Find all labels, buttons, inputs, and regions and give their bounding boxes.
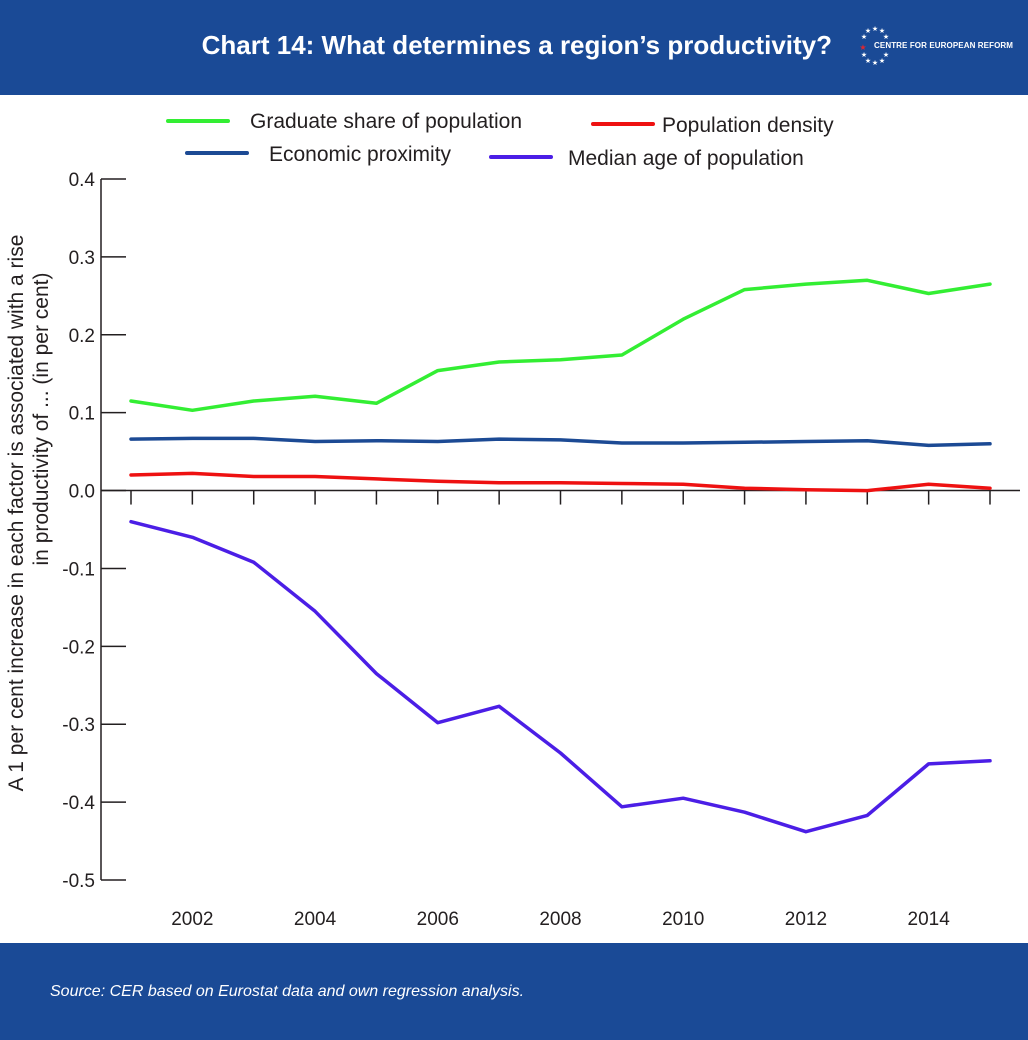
- y-axis-title-line-2: in productivity of ... (in per cent): [30, 273, 53, 566]
- economic-proximity-line: [129, 436, 992, 448]
- svg-text:★: ★: [883, 33, 889, 41]
- svg-text:★: ★: [872, 25, 878, 33]
- svg-text:★: ★: [861, 33, 867, 41]
- eu-stars-icon: ★ ★ ★ ★ ★ ★ ★ ★ ★ ★ ★: [859, 25, 889, 67]
- y-tick-label: -0.1: [62, 559, 95, 580]
- header-band: Chart 14: What determines a region’s pro…: [0, 0, 1028, 95]
- legend-median-age: Median age of population: [489, 147, 804, 170]
- logo-wordmark: CENTRE FOR EUROPEAN REFORM: [874, 41, 1014, 50]
- x-tick-label: 2002: [171, 909, 213, 930]
- chart-title: Chart 14: What determines a region’s pro…: [201, 30, 832, 60]
- legend-economic-proximity: Economic proximity: [185, 143, 452, 166]
- y-tick-label: -0.5: [62, 871, 95, 892]
- svg-text:★: ★: [883, 51, 889, 59]
- svg-text:★: ★: [879, 27, 885, 35]
- y-axis-title-line-1: A 1 per cent increase in each factor is …: [5, 235, 28, 792]
- y-tick-label: 0.0: [69, 482, 95, 503]
- x-tick-label: 2010: [662, 909, 704, 930]
- line-chart: Graduate share of population Population d…: [5, 110, 1020, 930]
- graduate-share-line: [129, 278, 992, 413]
- x-tick-label: 2014: [908, 909, 951, 930]
- cer-logo: ★ ★ ★ ★ ★ ★ ★ ★ ★ ★ ★ CENTRE FOR EUROPEA…: [859, 24, 1014, 70]
- legend-label: Median age of population: [568, 147, 804, 170]
- y-tick-label: 0.4: [69, 170, 96, 191]
- legend-population-density: Population density: [591, 114, 834, 137]
- median-age-line: [129, 519, 992, 834]
- footer-band: Source: CER based on Eurostat data and o…: [0, 943, 1028, 1040]
- population-density-line: [129, 471, 992, 493]
- source-note: Source: CER based on Eurostat data and o…: [50, 983, 525, 1000]
- svg-text:★: ★: [865, 27, 871, 35]
- legend-label: Population density: [662, 114, 834, 137]
- svg-text:★: ★: [872, 59, 878, 67]
- svg-text:★: ★: [861, 51, 867, 59]
- svg-text:★: ★: [860, 43, 867, 52]
- legend-label: Graduate share of population: [250, 110, 522, 133]
- y-tick-label: -0.3: [62, 715, 95, 736]
- x-tick-label: 2006: [417, 909, 459, 930]
- y-tick-label: 0.3: [69, 248, 95, 269]
- legend-graduate-share: Graduate share of population: [166, 110, 522, 133]
- y-tick-label: 0.2: [69, 326, 95, 347]
- legend: Graduate share of population Population d…: [166, 110, 834, 170]
- axes: 0.4 0.3 0.2 0.1 0.0 -0.1 -0.2 -0.3 -0.4 -0.5 2002 2…: [62, 170, 1020, 930]
- y-tick-label: -0.2: [62, 637, 95, 658]
- x-tick-label: 2008: [539, 909, 581, 930]
- x-tick-label: 2012: [785, 909, 827, 930]
- y-tick-label: -0.4: [62, 793, 95, 814]
- svg-text:★: ★: [879, 57, 885, 65]
- svg-text:★: ★: [865, 57, 871, 65]
- series-lines: [129, 278, 992, 834]
- legend-label: Economic proximity: [269, 143, 452, 166]
- x-tick-label: 2004: [294, 909, 337, 930]
- y-tick-label: 0.1: [69, 404, 95, 425]
